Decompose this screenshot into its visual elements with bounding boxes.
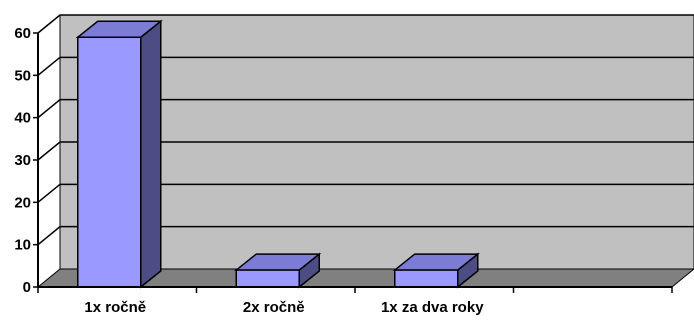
y-tick-label: 0	[23, 279, 31, 296]
gridline	[37, 141, 694, 161]
bar-side	[140, 19, 162, 289]
x-category-label: 1x za dva roky	[381, 299, 484, 316]
x-category-label: 1x ročně	[84, 299, 146, 316]
bar	[392, 252, 480, 289]
y-tick-label: 10	[14, 237, 31, 254]
x-axis-labels: 1x ročně 2x ročně 1x za dva roky	[84, 299, 484, 316]
gridline	[37, 225, 694, 246]
gridline	[37, 56, 694, 76]
y-tick-label: 50	[14, 67, 31, 84]
y-tick-label: 40	[14, 110, 31, 127]
gridline	[37, 14, 694, 34]
gridline	[37, 183, 694, 203]
bar-front	[394, 269, 459, 288]
y-tick-label: 30	[14, 152, 31, 169]
y-tick-label: 20	[14, 194, 31, 211]
bar-front	[235, 269, 300, 288]
bar	[75, 19, 163, 289]
bars	[75, 19, 480, 289]
bar-front	[77, 36, 142, 288]
gridline	[37, 98, 694, 119]
y-tick-label: 60	[14, 25, 31, 42]
y-axis-ticks: 0 10 20 30 40 50 60	[14, 25, 38, 296]
gridlines	[37, 14, 694, 246]
x-category-label: 2x ročně	[243, 299, 305, 316]
